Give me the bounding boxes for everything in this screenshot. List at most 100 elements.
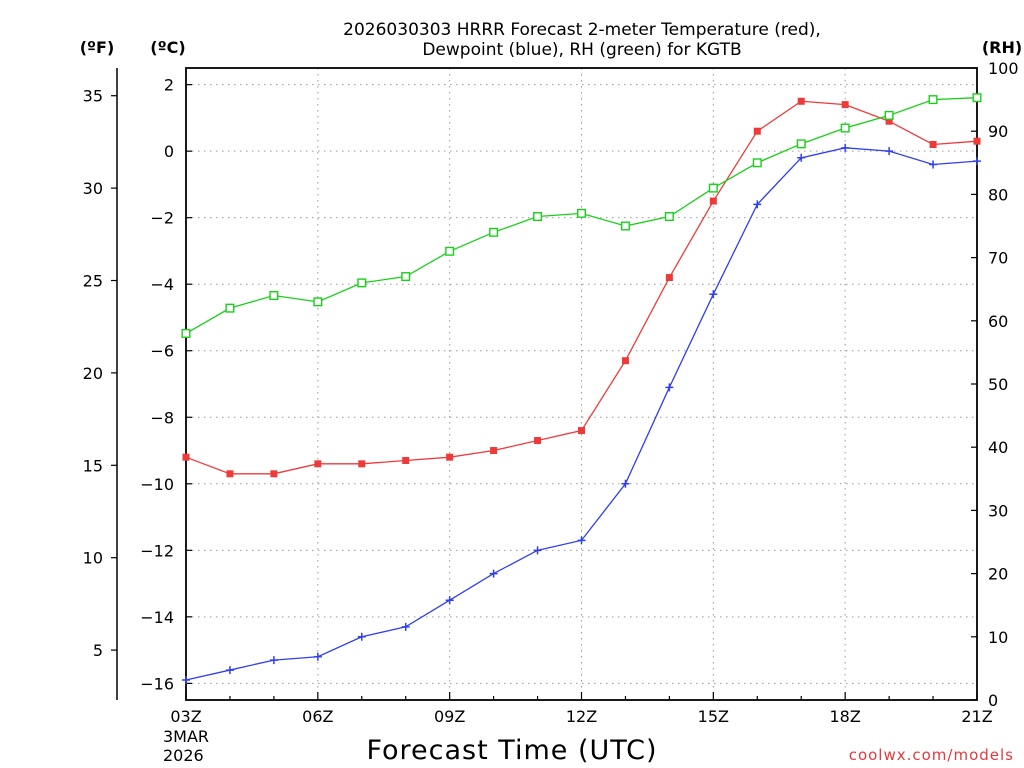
dewpoint-point <box>225 666 234 675</box>
time-tick-label: 12Z <box>566 707 597 726</box>
celsius-tick-label: −16 <box>140 674 174 693</box>
celsius-tick-label: −2 <box>150 209 174 228</box>
rh-tick-label: 30 <box>988 501 1008 520</box>
rh-axis: 0 10 20 30 40 50 60 70 80 90 100 <box>971 59 1019 710</box>
2-meter-temperature-point <box>841 101 849 109</box>
relative-humidity-point <box>577 208 587 218</box>
dewpoint-point <box>357 632 366 641</box>
dewpoint-point <box>533 546 542 555</box>
2-meter-temperature-point <box>490 447 498 455</box>
x-axis-label: Forecast Time (UTC) <box>366 735 657 766</box>
2-meter-temperature-series <box>182 97 981 478</box>
plot-frame <box>185 67 978 701</box>
relative-humidity-point <box>313 297 323 307</box>
relative-humidity-point <box>533 212 543 222</box>
dewpoint-point <box>445 596 454 605</box>
2-meter-temperature-line <box>185 100 978 475</box>
dewpoint-point <box>929 160 938 169</box>
rh-tick-label: 70 <box>988 249 1008 268</box>
dewpoint-point <box>841 143 850 152</box>
fahrenheit-tick-label: 15 <box>83 456 103 475</box>
2-meter-temperature-point <box>446 453 454 461</box>
relative-humidity-point <box>972 93 982 103</box>
rh-tick-label: 60 <box>988 312 1008 331</box>
fahrenheit-axis: 35 30 25 20 15 10 5 <box>83 87 117 660</box>
dewpoint-point <box>709 290 718 299</box>
dewpoint-point <box>665 383 674 392</box>
series-layer <box>181 93 982 685</box>
celsius-axis: 2 0 −2 −4 −6 −8 −10 −12 −14 −16 <box>140 76 192 693</box>
relative-humidity-point <box>620 221 630 231</box>
relative-humidity-point <box>884 110 894 120</box>
fahrenheit-tick-label: 5 <box>93 641 103 660</box>
2-meter-temperature-point <box>621 357 629 365</box>
time-tick-label: 09Z <box>434 707 465 726</box>
celsius-tick-label: −14 <box>140 608 174 627</box>
relative-humidity-point <box>445 246 455 256</box>
time-tick-label: 06Z <box>302 707 333 726</box>
dewpoint-point <box>621 479 630 488</box>
date-label-year: 2026 <box>163 746 204 765</box>
rh-tick-label: 100 <box>988 59 1019 78</box>
rh-tick-label: 20 <box>988 565 1008 584</box>
celsius-tick-label: 0 <box>164 142 174 161</box>
relative-humidity-point <box>489 227 499 237</box>
2-meter-temperature-point <box>797 97 805 105</box>
relative-humidity-series <box>181 93 982 338</box>
2-meter-temperature-point <box>402 457 410 465</box>
credit-label: coolwx.com/models <box>849 746 1014 764</box>
2-meter-temperature-point <box>534 437 542 445</box>
time-tick-label: 21Z <box>961 707 992 726</box>
relative-humidity-point <box>928 95 938 105</box>
dewpoint-series <box>182 143 981 685</box>
time-tick-label: 18Z <box>830 707 861 726</box>
fahrenheit-tick-label: 20 <box>83 364 103 383</box>
rh-tick-label: 90 <box>988 122 1008 141</box>
celsius-tick-label: 2 <box>164 76 174 95</box>
rh-tick-label: 0 <box>988 691 998 710</box>
fahrenheit-tick-label: 10 <box>83 549 103 568</box>
celsius-unit-label: (ºC) <box>150 38 185 57</box>
relative-humidity-point <box>752 158 762 168</box>
time-tick-label: 03Z <box>170 707 201 726</box>
dewpoint-point <box>577 536 586 545</box>
grid-lines <box>186 68 977 700</box>
relative-humidity-point <box>357 278 367 288</box>
fahrenheit-unit-label: (ºF) <box>80 38 115 57</box>
rh-tick-label: 80 <box>988 185 1008 204</box>
2-meter-temperature-point <box>226 470 234 478</box>
relative-humidity-point <box>401 272 411 282</box>
dewpoint-point <box>753 200 762 209</box>
date-label-month: 3MAR <box>163 727 209 746</box>
relative-humidity-point <box>708 183 718 193</box>
time-axis: 03Z 06Z 09Z 12Z 15Z 18Z 21Z <box>170 692 993 726</box>
celsius-tick-label: −12 <box>140 541 174 560</box>
dewpoint-point <box>885 147 894 156</box>
2-meter-temperature-point <box>270 470 278 478</box>
celsius-tick-label: −8 <box>150 408 174 427</box>
dewpoint-point <box>313 652 322 661</box>
chart-title-line-1: 2026030303 HRRR Forecast 2-meter Tempera… <box>343 20 821 40</box>
fahrenheit-tick-label: 30 <box>83 179 103 198</box>
relative-humidity-point <box>664 212 674 222</box>
relative-humidity-point <box>269 291 279 301</box>
rh-tick-label: 10 <box>988 628 1008 647</box>
dewpoint-point <box>182 676 190 685</box>
2-meter-temperature-point <box>709 197 717 205</box>
rh-unit-label: (RH) <box>982 38 1022 57</box>
dewpoint-point <box>489 569 498 578</box>
2-meter-temperature-point <box>314 460 322 468</box>
dewpoint-point <box>797 153 806 162</box>
2-meter-temperature-point <box>973 137 981 145</box>
2-meter-temperature-point <box>753 127 761 135</box>
dewpoint-point <box>401 622 410 631</box>
rh-tick-label: 40 <box>988 438 1008 457</box>
dewpoint-point <box>973 157 981 166</box>
2-meter-temperature-point <box>578 427 585 435</box>
dewpoint-line <box>185 147 978 681</box>
relative-humidity-point <box>225 303 235 313</box>
time-tick-label: 15Z <box>698 707 729 726</box>
2-meter-temperature-point <box>358 460 366 468</box>
celsius-tick-label: −4 <box>150 275 174 294</box>
